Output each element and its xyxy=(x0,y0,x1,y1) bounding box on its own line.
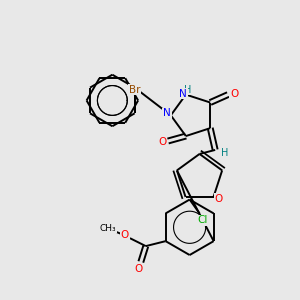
Text: Cl: Cl xyxy=(197,215,208,225)
Text: O: O xyxy=(135,264,143,274)
Text: O: O xyxy=(121,230,129,240)
Text: H: H xyxy=(221,148,229,158)
Text: O: O xyxy=(158,137,166,147)
Text: Br: Br xyxy=(129,85,140,94)
Text: O: O xyxy=(214,194,223,204)
Text: N: N xyxy=(163,108,171,118)
Text: H: H xyxy=(184,85,191,94)
Text: CH₃: CH₃ xyxy=(100,224,116,233)
Text: N: N xyxy=(179,88,187,99)
Text: O: O xyxy=(230,88,238,99)
